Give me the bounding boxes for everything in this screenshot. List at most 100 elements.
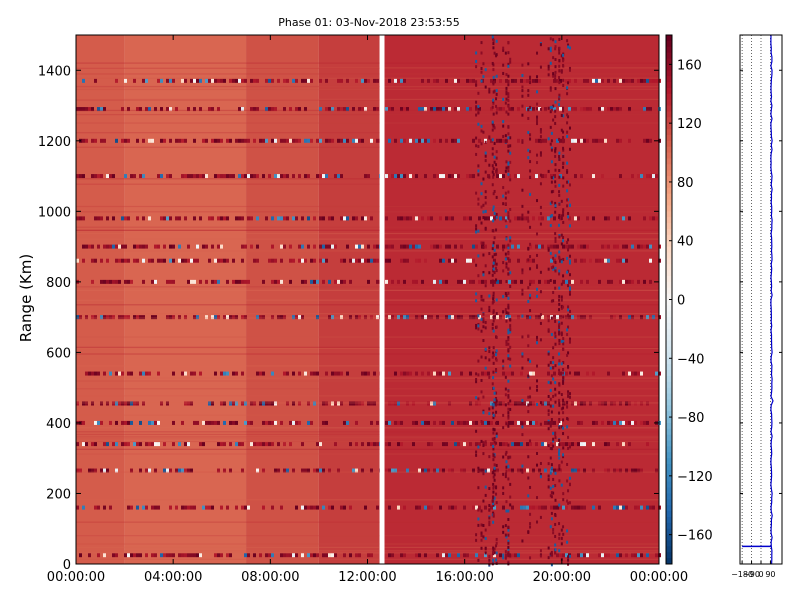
noise-cell xyxy=(482,499,485,503)
noise-cell xyxy=(558,202,561,206)
range-band-cell xyxy=(475,442,478,447)
noise-cell xyxy=(509,364,512,368)
range-streak xyxy=(76,543,659,545)
range-band-cell xyxy=(157,442,160,447)
noise-cell xyxy=(509,136,512,140)
range-band-cell xyxy=(310,420,313,425)
range-band-cell xyxy=(370,216,373,221)
noise-cell xyxy=(484,209,487,213)
noise-cell xyxy=(539,549,542,553)
noise-cell xyxy=(492,208,495,212)
noise-cell xyxy=(562,213,565,217)
noise-cell xyxy=(507,379,510,383)
range-band-cell xyxy=(427,468,430,473)
range-band-cell xyxy=(550,174,553,179)
noise-cell xyxy=(509,324,512,328)
noise-cell xyxy=(552,56,555,60)
range-band-cell xyxy=(244,401,247,406)
noise-cell xyxy=(539,212,542,216)
noise-cell xyxy=(484,170,487,174)
noise-cell xyxy=(558,81,561,85)
noise-cell xyxy=(502,248,505,252)
noise-cell xyxy=(529,175,532,179)
noise-cell xyxy=(567,238,570,242)
range-band-cell xyxy=(637,174,640,179)
noise-cell xyxy=(495,74,498,78)
range-band-cell xyxy=(292,468,295,473)
noise-cell xyxy=(549,471,552,475)
noise-cell xyxy=(562,411,565,415)
range-band-cell xyxy=(241,401,244,406)
range-band-cell xyxy=(496,138,499,143)
range-band-cell xyxy=(607,78,610,83)
range-band-cell xyxy=(304,138,307,143)
range-band-cell xyxy=(601,107,604,112)
range-band-cell xyxy=(562,505,565,510)
noise-cell xyxy=(509,330,512,334)
noise-cell xyxy=(527,410,530,414)
range-band-cell xyxy=(238,138,241,143)
noise-cell xyxy=(547,73,550,77)
noise-cell xyxy=(554,149,557,153)
range-band-cell xyxy=(163,244,166,249)
noise-cell xyxy=(558,453,561,457)
y-tick-label: 400 xyxy=(46,417,71,432)
range-band-cell xyxy=(136,553,139,558)
noise-cell xyxy=(482,241,485,245)
range-band-cell xyxy=(430,401,433,406)
noise-cell xyxy=(562,106,565,110)
range-band-cell xyxy=(94,138,97,143)
noise-cell xyxy=(558,411,561,415)
range-band-cell xyxy=(487,216,490,221)
range-band-cell xyxy=(472,279,475,284)
range-band-cell xyxy=(418,468,421,473)
range-band-cell xyxy=(154,315,157,320)
noise-cell xyxy=(495,410,498,414)
noise-cell xyxy=(495,269,498,273)
colorbar-segment xyxy=(666,399,672,406)
noise-cell xyxy=(507,246,510,250)
noise-cell xyxy=(509,318,512,322)
range-band-cell xyxy=(256,315,259,320)
noise-cell xyxy=(507,169,510,173)
noise-cell xyxy=(562,53,565,57)
data-gap xyxy=(379,35,385,564)
range-band-cell xyxy=(343,553,346,558)
range-band-cell xyxy=(538,468,541,473)
noise-cell xyxy=(536,496,539,500)
range-band-cell xyxy=(463,216,466,221)
noise-cell xyxy=(493,248,496,252)
range-band-cell xyxy=(217,174,220,179)
range-band-cell xyxy=(289,244,292,249)
range-band-cell xyxy=(94,174,97,179)
background-segment xyxy=(246,35,319,564)
range-band-cell xyxy=(115,78,118,83)
noise-cell xyxy=(492,549,495,553)
colorbar-segment xyxy=(666,552,672,559)
noise-cell xyxy=(562,257,565,261)
range-band-cell xyxy=(445,216,448,221)
range-band-cell xyxy=(610,420,613,425)
noise-cell xyxy=(562,165,565,169)
noise-cell xyxy=(507,328,510,332)
noise-cell xyxy=(507,74,510,78)
range-band-cell xyxy=(397,315,400,320)
range-band-cell xyxy=(568,216,571,221)
range-band-cell xyxy=(388,107,391,112)
range-band-cell xyxy=(160,258,163,263)
noise-cell xyxy=(536,90,539,94)
range-band-cell xyxy=(448,553,451,558)
range-band-cell xyxy=(184,371,187,376)
range-band-cell xyxy=(484,371,487,376)
noise-cell xyxy=(566,161,569,165)
noise-cell xyxy=(505,500,508,504)
range-band-cell xyxy=(421,468,424,473)
noise-cell xyxy=(482,253,485,257)
range-band-cell xyxy=(304,78,307,83)
noise-cell xyxy=(477,164,480,168)
noise-cell xyxy=(495,421,498,425)
noise-cell xyxy=(493,473,496,477)
range-band-cell xyxy=(436,553,439,558)
noise-cell xyxy=(507,414,510,418)
range-band-cell xyxy=(268,107,271,112)
